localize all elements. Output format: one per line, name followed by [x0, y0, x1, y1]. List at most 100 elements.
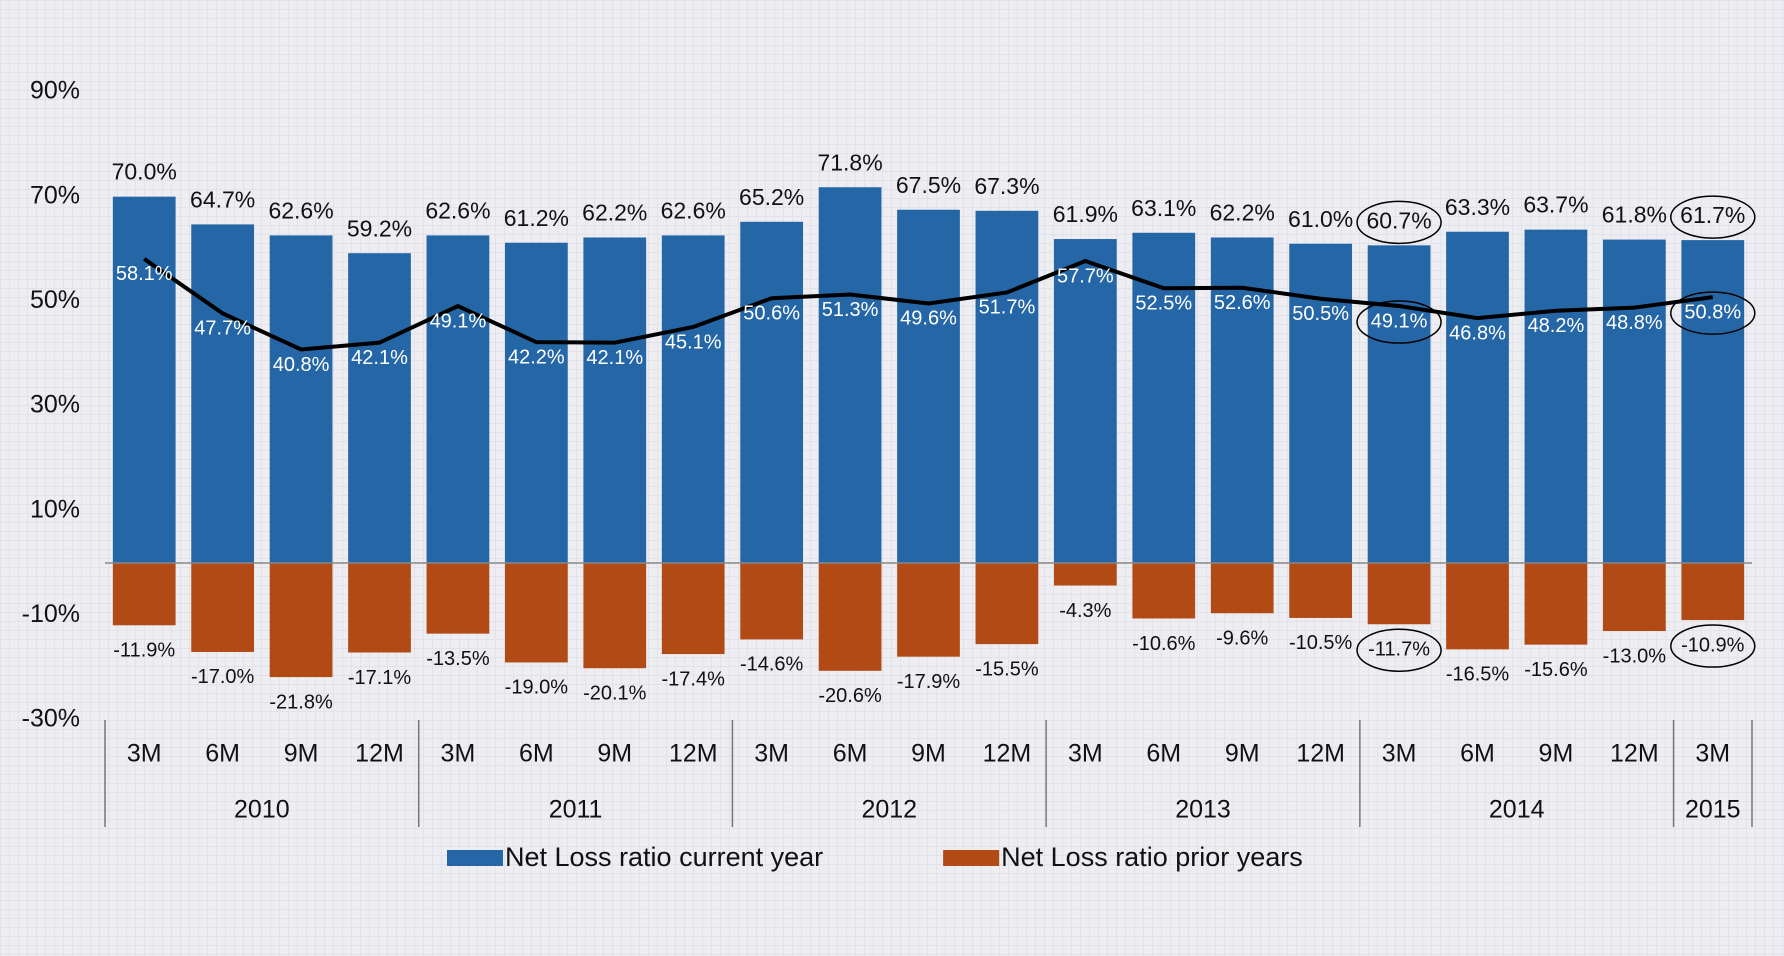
- y-tick-label: 10%: [30, 495, 80, 523]
- bar: [661, 235, 725, 564]
- line-value-label: 46.8%: [1449, 322, 1506, 344]
- x-tick-label: 9M: [1225, 740, 1260, 768]
- group-label: 2014: [1489, 796, 1545, 824]
- x-tick-label: 6M: [519, 740, 554, 768]
- bar-value-label: 59.2%: [347, 215, 412, 241]
- group-label: 2013: [1175, 796, 1231, 824]
- bar-value-label: -13.0%: [1603, 645, 1667, 667]
- bar-value-label: -19.0%: [505, 677, 569, 699]
- line-value-label: 58.1%: [116, 263, 173, 285]
- bar: [1289, 243, 1353, 563]
- x-tick-label: 3M: [127, 740, 162, 768]
- x-tick-label: 9M: [911, 740, 946, 768]
- line-value-label: 47.7%: [194, 318, 251, 340]
- bar-value-label: 62.6%: [661, 197, 726, 223]
- bar-value-label: -11.7%: [1368, 639, 1430, 661]
- bar-value-label: 60.7%: [1366, 207, 1431, 233]
- bar-value-label: -17.9%: [897, 671, 961, 693]
- line-value-label: 50.5%: [1292, 303, 1349, 325]
- bar-value-label: 61.8%: [1602, 202, 1667, 228]
- bar-value-label: 67.5%: [896, 172, 961, 198]
- x-tick-label: 12M: [669, 740, 718, 768]
- bar-value-label: -20.6%: [818, 685, 882, 707]
- bar: [897, 563, 960, 657]
- bar-value-label: -10.6%: [1132, 633, 1196, 655]
- x-tick-label: 9M: [284, 740, 319, 768]
- bar-value-label: 64.7%: [190, 186, 255, 212]
- bar: [1132, 563, 1196, 619]
- x-tick-label: 12M: [1296, 740, 1345, 768]
- bar-value-label: -15.6%: [1524, 659, 1588, 681]
- annotation-ellipse: [1670, 624, 1756, 668]
- bar-value-label: -13.5%: [426, 648, 490, 670]
- y-tick-label: 30%: [30, 391, 80, 419]
- y-tick-label: -30%: [22, 705, 80, 733]
- line-value-label: 50.8%: [1684, 301, 1741, 323]
- bar: [1602, 239, 1666, 563]
- bar: [426, 563, 490, 634]
- line-value-label: 51.7%: [979, 297, 1036, 319]
- bar: [1053, 563, 1117, 586]
- bar-value-label: -10.5%: [1289, 632, 1353, 654]
- bar-value-label: -15.5%: [975, 658, 1039, 680]
- bar: [975, 210, 1039, 563]
- bar: [583, 563, 647, 669]
- bar-value-label: 61.7%: [1680, 202, 1745, 228]
- line-value-label: 48.8%: [1606, 312, 1663, 334]
- bar-value-label: 62.2%: [582, 200, 647, 226]
- line-value-label: 52.5%: [1135, 293, 1192, 315]
- bar: [1446, 231, 1509, 564]
- annotation-ellipse: [1356, 628, 1442, 672]
- legend-label: Net Loss ratio prior years: [1001, 842, 1303, 872]
- y-tick-label: 70%: [30, 181, 80, 209]
- line-value-label: 49.1%: [1371, 310, 1428, 332]
- legend-swatch: [943, 850, 1000, 866]
- bar-value-label: -21.8%: [269, 691, 333, 713]
- line-value-label: 50.6%: [743, 302, 800, 324]
- bar: [269, 563, 333, 678]
- line: [143, 257, 1714, 352]
- bar: [426, 235, 490, 564]
- bar: [818, 563, 882, 671]
- annotation-ellipse: [1356, 300, 1442, 344]
- group-label: 2011: [549, 796, 603, 824]
- x-tick-label: 9M: [1539, 740, 1574, 768]
- bar: [504, 563, 568, 663]
- x-tick-label: 3M: [754, 740, 789, 768]
- bar: [1367, 563, 1431, 625]
- x-tick-label: 12M: [355, 740, 404, 768]
- bar-value-label: -17.1%: [348, 667, 412, 689]
- bar-value-label: 63.1%: [1131, 195, 1196, 221]
- bar-value-label: 61.2%: [504, 205, 569, 231]
- line-value-label: 51.3%: [822, 299, 879, 321]
- bar: [348, 253, 411, 564]
- bar-value-label: 62.6%: [268, 197, 333, 223]
- bar: [1602, 563, 1666, 632]
- bar-value-label: 63.3%: [1445, 194, 1510, 220]
- bar: [740, 563, 804, 640]
- line-value-label: 49.1%: [430, 310, 487, 332]
- bar-value-label: -4.3%: [1059, 600, 1111, 622]
- bar-value-label: 67.3%: [974, 173, 1039, 199]
- annotation-ellipse: [1356, 200, 1442, 245]
- bar: [112, 563, 176, 626]
- x-tick-label: 12M: [1610, 740, 1659, 768]
- group-label: 2010: [234, 796, 290, 824]
- line-value-label: 57.7%: [1057, 265, 1114, 287]
- bar-value-label: 61.9%: [1053, 201, 1118, 227]
- annotation-ellipse: [1670, 291, 1756, 335]
- bar-value-label: -16.5%: [1446, 664, 1510, 686]
- line-value-label: 48.2%: [1528, 315, 1585, 337]
- x-tick-label: 6M: [833, 740, 868, 768]
- bar-value-label: 63.7%: [1523, 192, 1588, 218]
- bar: [1053, 239, 1117, 563]
- annotation-ellipse: [1670, 195, 1756, 239]
- y-tick-label: 50%: [30, 286, 80, 314]
- bar: [583, 237, 647, 563]
- bar: [269, 235, 333, 564]
- legend-label: Net Loss ratio current year: [505, 842, 823, 872]
- bar: [504, 242, 568, 563]
- bar-value-label: 61.0%: [1288, 206, 1353, 232]
